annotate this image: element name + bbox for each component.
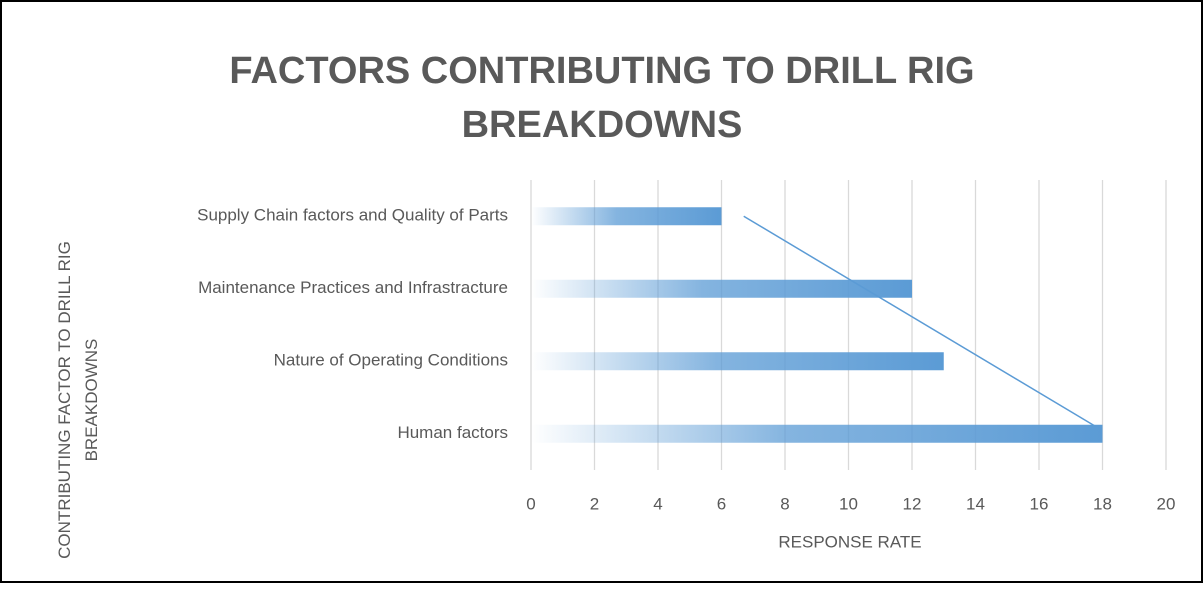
bar: [531, 424, 1103, 443]
bar: [531, 279, 912, 298]
bar: [531, 207, 722, 226]
x-axis-title: RESPONSE RATE: [778, 532, 921, 551]
trendline: [743, 215, 1097, 428]
x-tick-label: 14: [966, 494, 985, 513]
y-tick-label: Human factors: [397, 423, 508, 442]
x-tick-label: 10: [839, 494, 858, 513]
x-tick-label: 6: [717, 494, 726, 513]
bar: [531, 352, 944, 371]
y-tick-label: Nature of Operating Conditions: [274, 351, 508, 370]
x-tick-label: 4: [653, 494, 662, 513]
x-tick-label: 12: [903, 494, 922, 513]
x-tick-label: 16: [1030, 494, 1049, 513]
x-tick-label: 20: [1157, 494, 1176, 513]
x-tick-label: 8: [780, 494, 789, 513]
x-tick-label: 0: [526, 494, 535, 513]
x-tick-label: 18: [1093, 494, 1112, 513]
chart-title: FACTORS CONTRIBUTING TO DRILL RIG BREAKD…: [229, 50, 975, 146]
x-tick-label: 2: [590, 494, 599, 513]
y-tick-label: Maintenance Practices and Infrastracture: [198, 278, 508, 297]
y-tick-label: Supply Chain factors and Quality of Part…: [197, 206, 508, 225]
